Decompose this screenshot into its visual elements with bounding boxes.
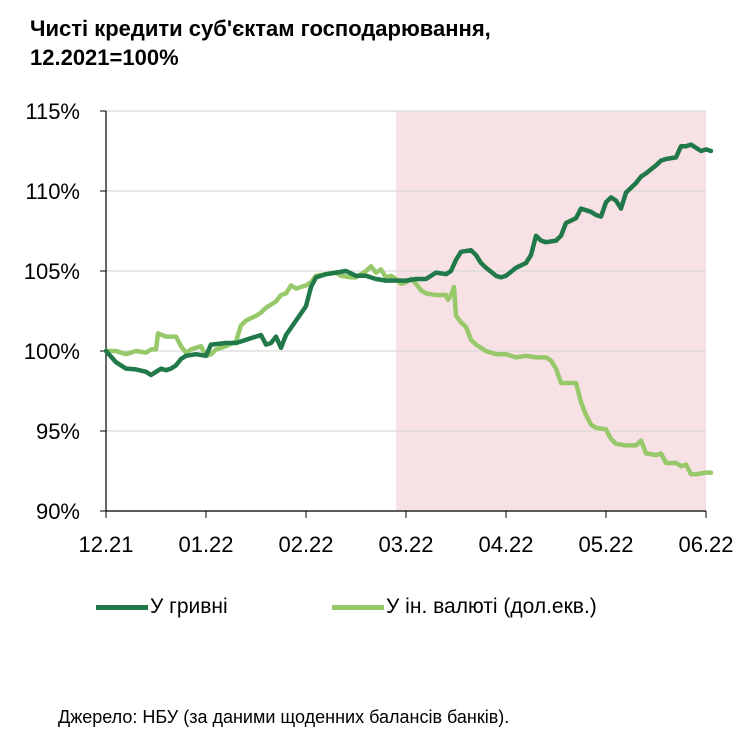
x-tick-label: 05.22 bbox=[578, 532, 633, 557]
legend-swatch-uah bbox=[96, 605, 148, 610]
source-note: Джерело: НБУ (за даними щоденних балансі… bbox=[58, 707, 510, 727]
y-tick-label: 100% bbox=[24, 339, 80, 364]
y-tick-label: 105% bbox=[24, 259, 80, 284]
y-tick-label: 95% bbox=[36, 419, 80, 444]
y-tick-label: 110% bbox=[25, 179, 80, 204]
shaded-region bbox=[396, 111, 706, 511]
legend-label-uah: У гривні bbox=[150, 595, 228, 618]
x-tick-label: 04.22 bbox=[478, 532, 533, 557]
series-line-uah bbox=[103, 142, 714, 378]
x-tick-label: 03.22 bbox=[378, 532, 433, 557]
y-tick-label: 115% bbox=[25, 99, 80, 124]
x-tick-label: 12.21 bbox=[78, 532, 133, 557]
legend-swatch-fx bbox=[332, 605, 384, 610]
y-tick-label: 90% bbox=[36, 499, 80, 524]
x-tick-label: 06.22 bbox=[678, 532, 733, 557]
x-tick-label: 01.22 bbox=[178, 532, 233, 557]
legend-label-fx: У ін. валюті (дол.екв.) bbox=[386, 595, 597, 618]
x-tick-label: 02.22 bbox=[278, 532, 333, 557]
chart-title-line-2: 12.2021=100% bbox=[30, 45, 179, 70]
chart-title-line-1: Чисті кредити суб'єктам господарювання, bbox=[30, 16, 491, 41]
chart-title: Чисті кредити суб'єктам господарювання, … bbox=[30, 14, 720, 72]
